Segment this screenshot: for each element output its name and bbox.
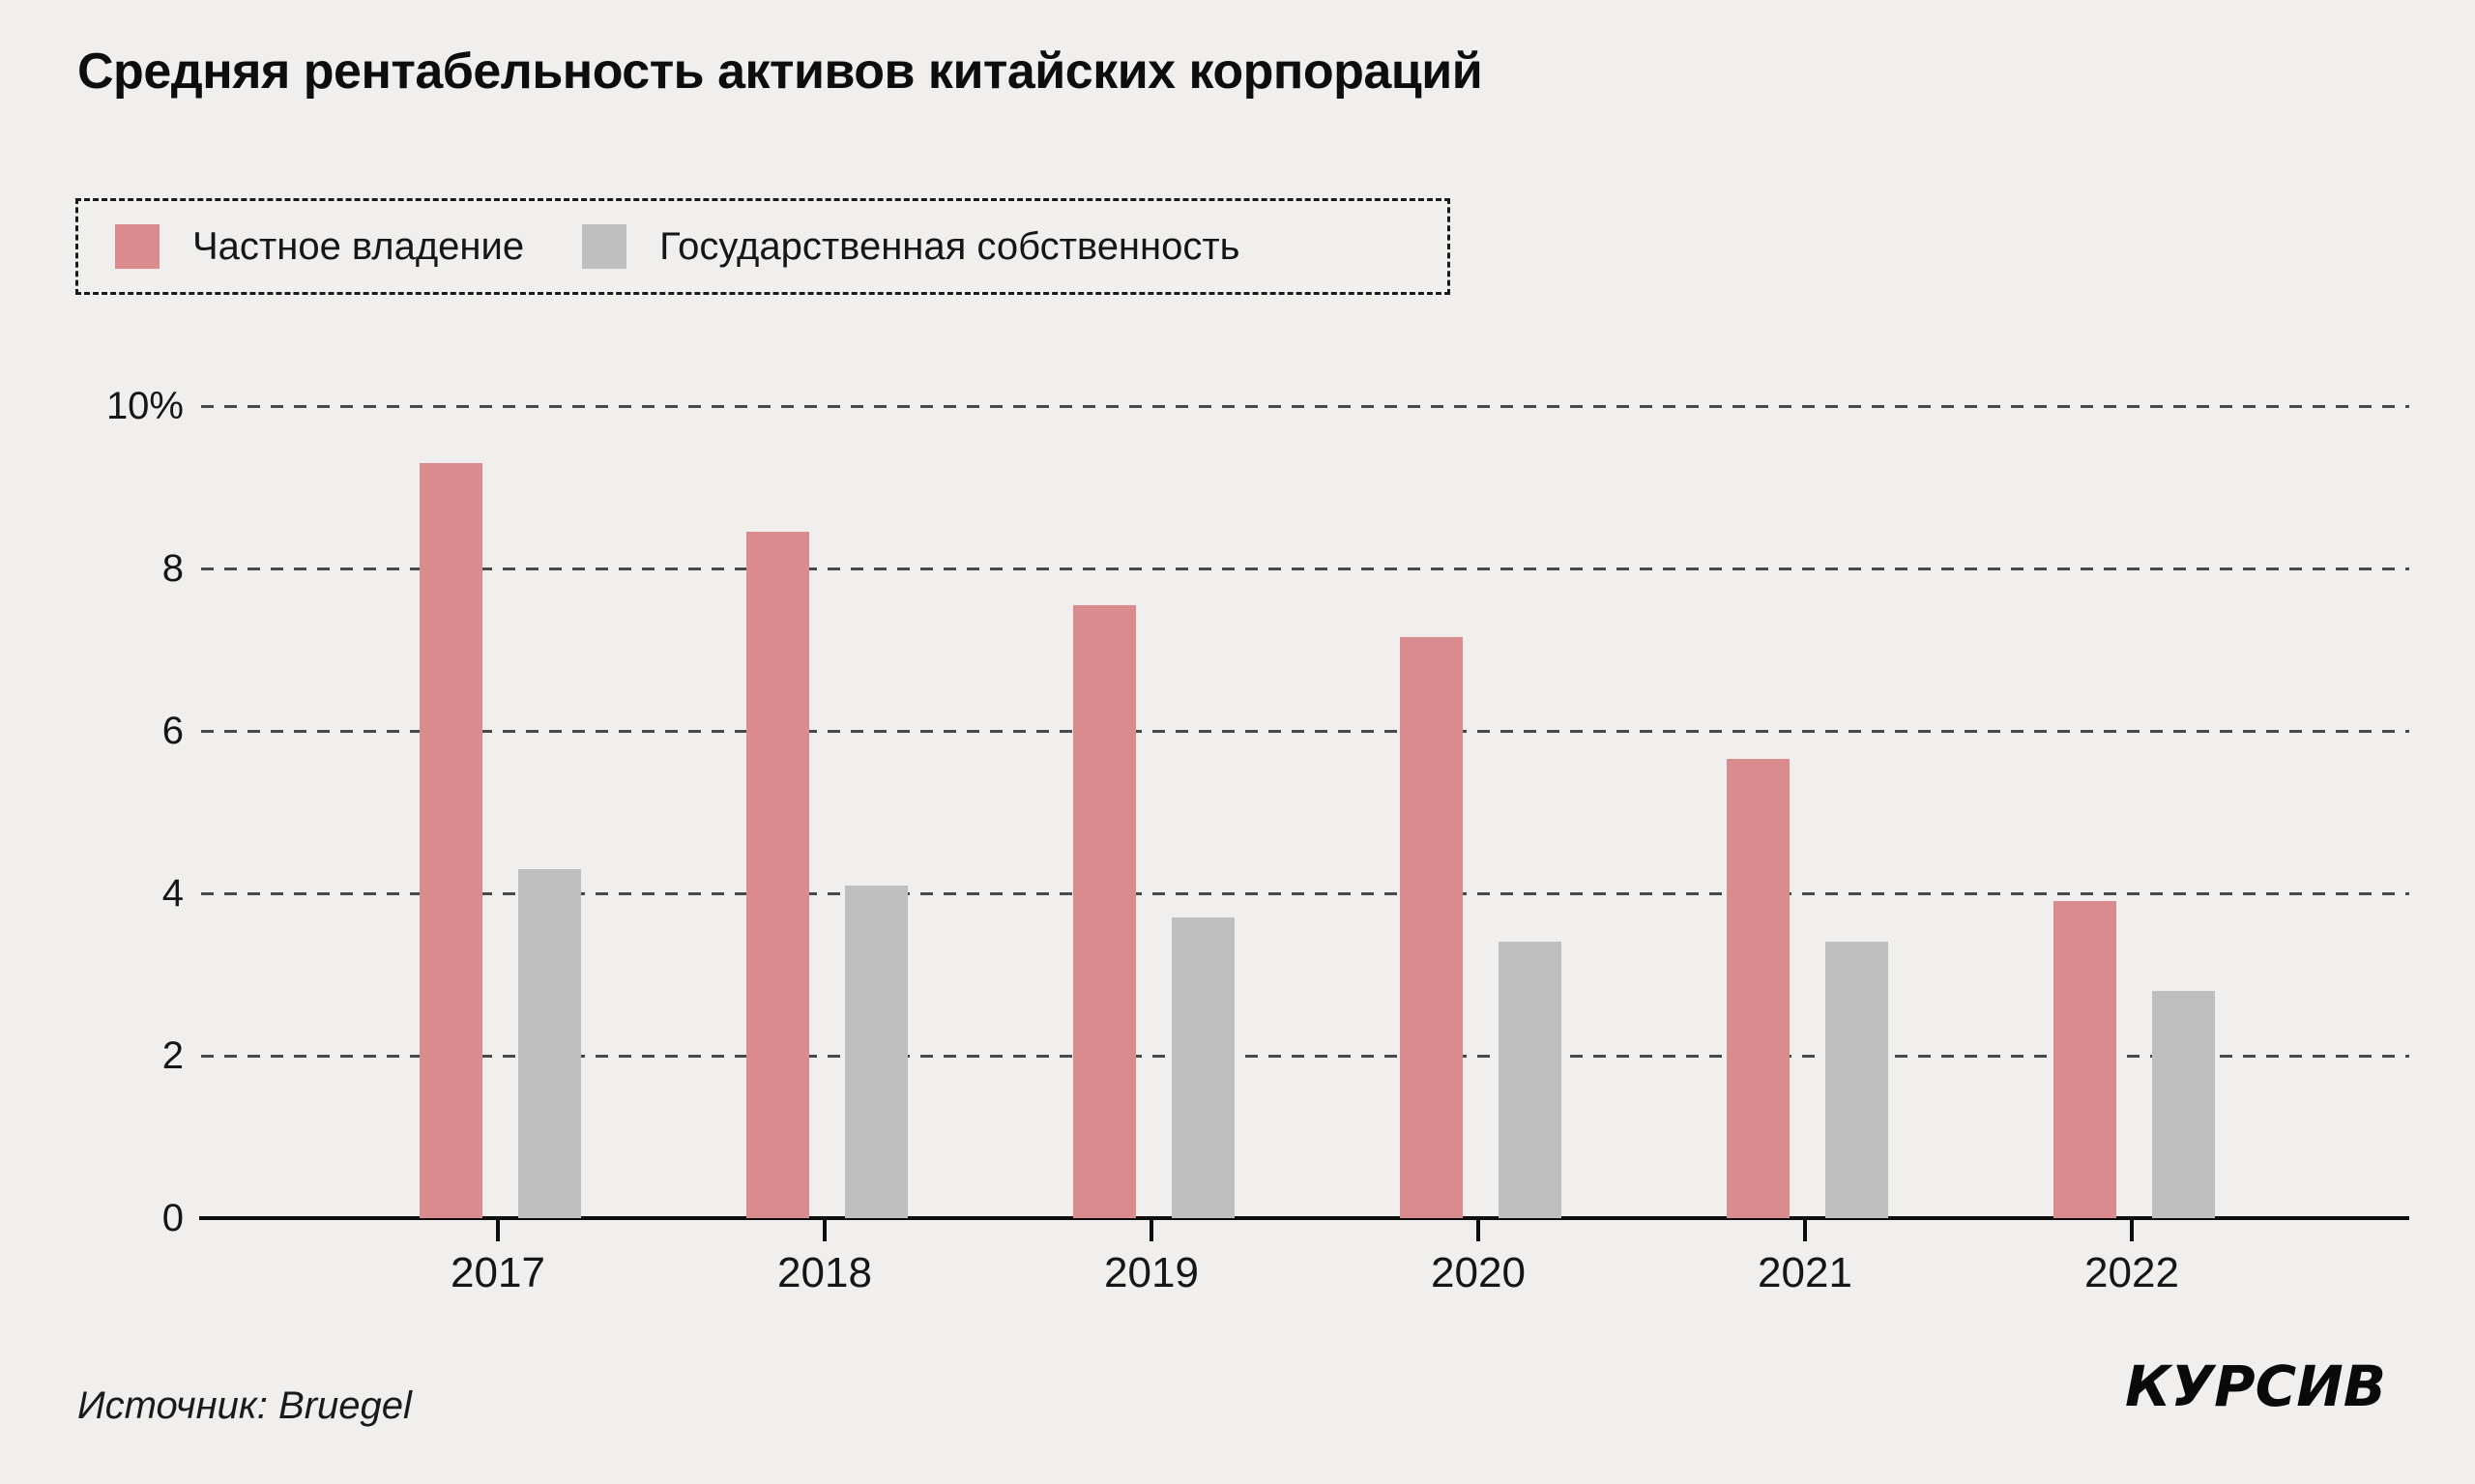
x-category-label-2021: 2021 xyxy=(1758,1249,1852,1296)
bar-private-2021 xyxy=(1727,759,1790,1218)
private-color-swatch xyxy=(115,224,160,269)
y-tick-label-8: 8 xyxy=(161,547,184,590)
bar-state-2020 xyxy=(1499,942,1561,1218)
legend-item-state: Государственная собственность xyxy=(582,224,1240,269)
gridline-10 xyxy=(201,405,2409,408)
bar-private-2017 xyxy=(420,462,482,1218)
x-tick-2018 xyxy=(823,1220,827,1241)
legend: Частное владение Государственная собстве… xyxy=(75,198,1450,295)
x-tick-2020 xyxy=(1476,1220,1480,1241)
legend-item-private: Частное владение xyxy=(115,224,524,269)
gridline-4 xyxy=(201,892,2409,895)
x-axis-line xyxy=(199,1216,2409,1220)
bar-private-2018 xyxy=(746,532,809,1218)
x-category-label-2022: 2022 xyxy=(2084,1249,2179,1296)
bar-private-2022 xyxy=(2053,901,2116,1218)
gridline-2 xyxy=(201,1055,2409,1058)
bar-state-2017 xyxy=(518,868,581,1218)
source-note: Источник: Bruegel xyxy=(77,1384,412,1427)
page-title: Средняя рентабельность активов китайских… xyxy=(77,44,1483,100)
x-tick-2019 xyxy=(1150,1220,1153,1241)
state-color-swatch xyxy=(582,224,627,269)
gridline-8 xyxy=(201,567,2409,570)
bar-private-2020 xyxy=(1400,637,1463,1218)
bar-state-2021 xyxy=(1825,942,1888,1218)
x-tick-2021 xyxy=(1803,1220,1807,1241)
x-tick-2022 xyxy=(2130,1220,2134,1241)
x-category-label-2018: 2018 xyxy=(777,1249,872,1296)
x-tick-2017 xyxy=(496,1220,500,1241)
x-category-label-2019: 2019 xyxy=(1104,1249,1199,1296)
x-category-label-2017: 2017 xyxy=(451,1249,545,1296)
y-tick-label-0: 0 xyxy=(161,1197,184,1239)
y-tick-label-6: 6 xyxy=(161,710,184,752)
y-tick-label-2: 2 xyxy=(161,1034,184,1077)
y-tick-label-4: 4 xyxy=(161,872,184,915)
gridline-6 xyxy=(201,730,2409,733)
x-category-label-2020: 2020 xyxy=(1431,1249,1526,1296)
legend-label-private: Частное владение xyxy=(192,224,525,268)
bar-state-2022 xyxy=(2152,990,2215,1218)
y-tick-label-10: 10% xyxy=(105,385,184,427)
bar-state-2019 xyxy=(1172,917,1235,1218)
bar-state-2018 xyxy=(845,885,908,1218)
kursiv-logo: КУРСИВ xyxy=(2125,1353,2386,1419)
bar-private-2019 xyxy=(1073,604,1136,1218)
legend-label-state: Государственная собственность xyxy=(659,224,1240,268)
